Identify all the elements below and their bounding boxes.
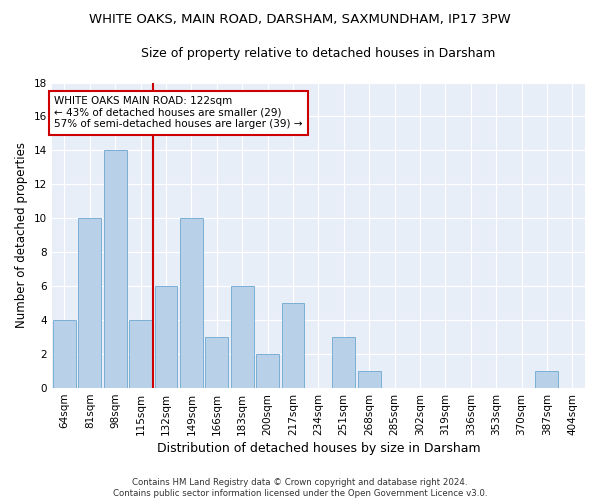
Title: Size of property relative to detached houses in Darsham: Size of property relative to detached ho… bbox=[141, 48, 496, 60]
Text: WHITE OAKS MAIN ROAD: 122sqm
← 43% of detached houses are smaller (29)
57% of se: WHITE OAKS MAIN ROAD: 122sqm ← 43% of de… bbox=[55, 96, 303, 130]
Bar bbox=[104, 150, 127, 388]
Bar bbox=[256, 354, 279, 388]
Bar bbox=[358, 371, 380, 388]
Y-axis label: Number of detached properties: Number of detached properties bbox=[15, 142, 28, 328]
Bar bbox=[180, 218, 203, 388]
Bar bbox=[79, 218, 101, 388]
Text: Contains HM Land Registry data © Crown copyright and database right 2024.
Contai: Contains HM Land Registry data © Crown c… bbox=[113, 478, 487, 498]
Bar bbox=[155, 286, 178, 388]
Bar bbox=[281, 303, 304, 388]
Bar bbox=[205, 337, 228, 388]
Bar bbox=[332, 337, 355, 388]
Bar bbox=[53, 320, 76, 388]
Bar bbox=[535, 371, 559, 388]
Bar bbox=[231, 286, 254, 388]
X-axis label: Distribution of detached houses by size in Darsham: Distribution of detached houses by size … bbox=[157, 442, 480, 455]
Bar bbox=[129, 320, 152, 388]
Text: WHITE OAKS, MAIN ROAD, DARSHAM, SAXMUNDHAM, IP17 3PW: WHITE OAKS, MAIN ROAD, DARSHAM, SAXMUNDH… bbox=[89, 12, 511, 26]
